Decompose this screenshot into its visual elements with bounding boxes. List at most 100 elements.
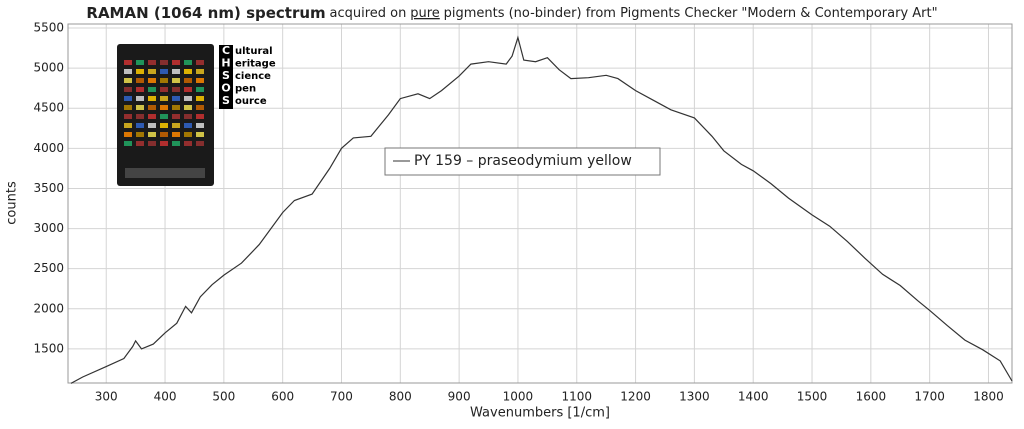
y-tick-label: 4000 <box>33 141 64 155</box>
swatch <box>124 114 132 119</box>
x-tick-label: 1600 <box>856 390 887 404</box>
title-underlined: pure <box>410 6 440 21</box>
logo-bar <box>219 45 233 109</box>
swatch <box>172 132 180 137</box>
x-axis-label: Wavenumbers [1/cm] <box>470 406 610 421</box>
swatch <box>136 78 144 83</box>
swatch <box>184 60 192 65</box>
x-tick-label: 400 <box>154 390 177 404</box>
swatch <box>148 87 156 92</box>
swatch <box>184 114 192 119</box>
y-axis-label: counts <box>5 181 20 225</box>
swatch <box>160 87 168 92</box>
grid <box>68 24 1012 383</box>
title-bold: RAMAN (1064 nm) spectrum <box>86 4 325 22</box>
swatch <box>148 60 156 65</box>
swatch <box>136 114 144 119</box>
swatch <box>124 60 132 65</box>
swatch <box>196 132 204 137</box>
swatch <box>136 60 144 65</box>
swatch <box>184 96 192 101</box>
x-tick-label: 800 <box>389 390 412 404</box>
swatch <box>148 69 156 74</box>
swatch <box>172 141 180 146</box>
swatch <box>196 105 204 110</box>
y-tick-label: 2000 <box>33 301 64 315</box>
y-tick-label: 2500 <box>33 261 64 275</box>
swatch <box>148 141 156 146</box>
logo-word: eritage <box>235 59 276 70</box>
swatch <box>172 78 180 83</box>
y-tick-label: 4500 <box>33 101 64 115</box>
swatch <box>160 60 168 65</box>
swatch <box>172 60 180 65</box>
x-tick-label: 1200 <box>620 390 651 404</box>
x-tick-label: 1100 <box>561 390 592 404</box>
swatch <box>148 78 156 83</box>
swatch <box>196 114 204 119</box>
logo-word: pen <box>235 84 256 95</box>
x-tick-label: 1700 <box>914 390 945 404</box>
logo-word: ource <box>235 96 267 107</box>
swatch <box>172 105 180 110</box>
x-tick-label: 500 <box>212 390 235 404</box>
swatch <box>196 69 204 74</box>
y-tick-label: 3000 <box>33 221 64 235</box>
swatch <box>184 105 192 110</box>
swatch <box>160 141 168 146</box>
x-tick-label: 300 <box>95 390 118 404</box>
y-tick-label: 1500 <box>33 341 64 355</box>
title-post: pigments (no-binder) from Pigments Check… <box>444 6 938 21</box>
swatch <box>148 132 156 137</box>
plot-frame <box>67 23 1013 384</box>
swatch <box>160 96 168 101</box>
swatch <box>136 132 144 137</box>
logo-word: cience <box>235 71 271 82</box>
swatch <box>184 69 192 74</box>
swatch <box>160 114 168 119</box>
swatch <box>172 123 180 128</box>
swatch <box>124 69 132 74</box>
plot <box>70 35 1013 384</box>
swatch <box>196 78 204 83</box>
swatch <box>160 69 168 74</box>
x-tick-label: 700 <box>330 390 353 404</box>
series-line <box>70 35 1013 384</box>
swatch <box>172 69 180 74</box>
swatch <box>184 141 192 146</box>
swatch <box>124 141 132 146</box>
logo-letter: S <box>222 94 230 107</box>
x-tick-label: 600 <box>271 390 294 404</box>
logo-letter: S <box>222 69 230 82</box>
swatch <box>196 60 204 65</box>
swatch <box>148 123 156 128</box>
swatch <box>124 132 132 137</box>
swatch <box>136 87 144 92</box>
swatch <box>136 96 144 101</box>
x-tick-label: 1800 <box>973 390 1004 404</box>
swatch <box>184 78 192 83</box>
swatch <box>136 141 144 146</box>
swatch <box>196 123 204 128</box>
logo-letter: C <box>222 44 230 57</box>
swatch <box>136 105 144 110</box>
swatch <box>124 123 132 128</box>
swatch <box>125 168 205 178</box>
x-tick-label: 1500 <box>797 390 828 404</box>
swatch <box>124 96 132 101</box>
swatch <box>172 87 180 92</box>
logo-letter: O <box>221 82 230 95</box>
swatches <box>124 60 205 178</box>
swatch <box>160 123 168 128</box>
logo-word: ultural <box>235 46 273 57</box>
x-tick-label: 1300 <box>679 390 710 404</box>
legend-box <box>384 147 661 176</box>
x-tick-label: 1000 <box>503 390 534 404</box>
swatch <box>124 78 132 83</box>
swatch <box>136 123 144 128</box>
legend-label: PY 159 – praseodymium yellow <box>414 153 632 169</box>
swatch <box>160 132 168 137</box>
swatch <box>148 105 156 110</box>
